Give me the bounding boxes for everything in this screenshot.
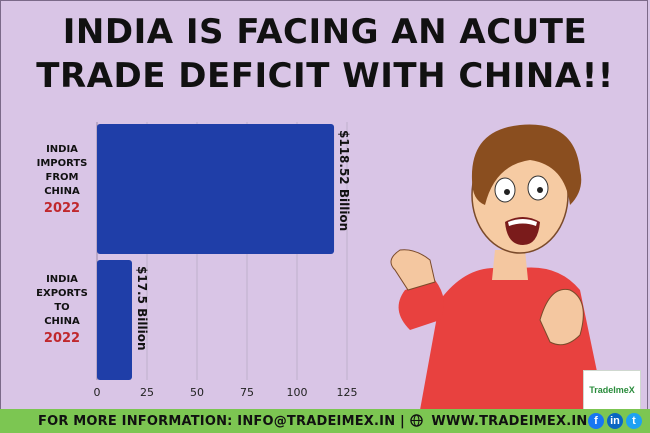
x-tick-label: 75	[240, 386, 254, 399]
footer-website-link[interactable]: WWW.TRADEIMEX.IN	[431, 413, 588, 429]
scared-man-illustration	[390, 124, 605, 410]
trade-bar-chart: INDIA IMPORTS FROM CHINA 2022 INDIA EXPORTS TO C…	[36, 122, 358, 399]
x-tick-label: 0	[94, 386, 101, 399]
category-label-line: EXPORTS	[36, 288, 88, 299]
bar	[97, 260, 132, 380]
headline: INDIA IS FACING AN ACUTE TRADE DEFICIT W…	[0, 10, 650, 98]
data-label: $17.5 Billion	[135, 266, 149, 351]
globe-icon	[409, 413, 423, 427]
tradeimex-logo: TradeImeX	[583, 370, 641, 410]
chart-data-labels: $118.52 Billion $17.5 Billion	[135, 130, 351, 351]
x-tick-label: 100	[287, 386, 308, 399]
facebook-icon[interactable]: f	[588, 413, 604, 429]
chart-category-labels: INDIA IMPORTS FROM CHINA 2022 INDIA EXPORTS TO C…	[36, 144, 88, 346]
twitter-icon[interactable]: t	[626, 413, 642, 429]
headline-line-2: TRADE DEFICIT WITH CHINA!!	[36, 56, 614, 96]
logo-text: TradeImeX	[589, 385, 635, 395]
footer-text: FOR MORE INFORMATION: INFO@TRADEIMEX.IN …	[0, 414, 587, 429]
chart-x-tick-labels: 0 25 50 75 100 125	[94, 386, 358, 399]
data-label: $118.52 Billion	[337, 130, 351, 231]
headline-line-1: INDIA IS FACING AN ACUTE	[62, 12, 588, 52]
category-label-line: CHINA	[44, 316, 80, 327]
x-tick-label: 125	[337, 386, 358, 399]
footer-bar: FOR MORE INFORMATION: INFO@TRADEIMEX.IN …	[0, 409, 650, 433]
footer-email-text: FOR MORE INFORMATION: INFO@TRADEIMEX.IN …	[38, 413, 405, 429]
category-label-line: IMPORTS	[37, 158, 88, 169]
category-label-line: INDIA	[46, 274, 78, 285]
chart-bars	[97, 124, 335, 380]
bar	[97, 124, 335, 254]
category-label-line: FROM	[46, 172, 79, 183]
category-year-label: 2022	[44, 201, 80, 216]
x-tick-label: 25	[140, 386, 154, 399]
category-year-label: 2022	[44, 331, 80, 346]
x-tick-label: 50	[190, 386, 204, 399]
linkedin-icon[interactable]: in	[607, 413, 623, 429]
category-label-line: CHINA	[44, 186, 80, 197]
category-label-line: INDIA	[46, 144, 78, 155]
social-links: f in t	[588, 413, 642, 429]
category-label-line: TO	[54, 302, 69, 313]
